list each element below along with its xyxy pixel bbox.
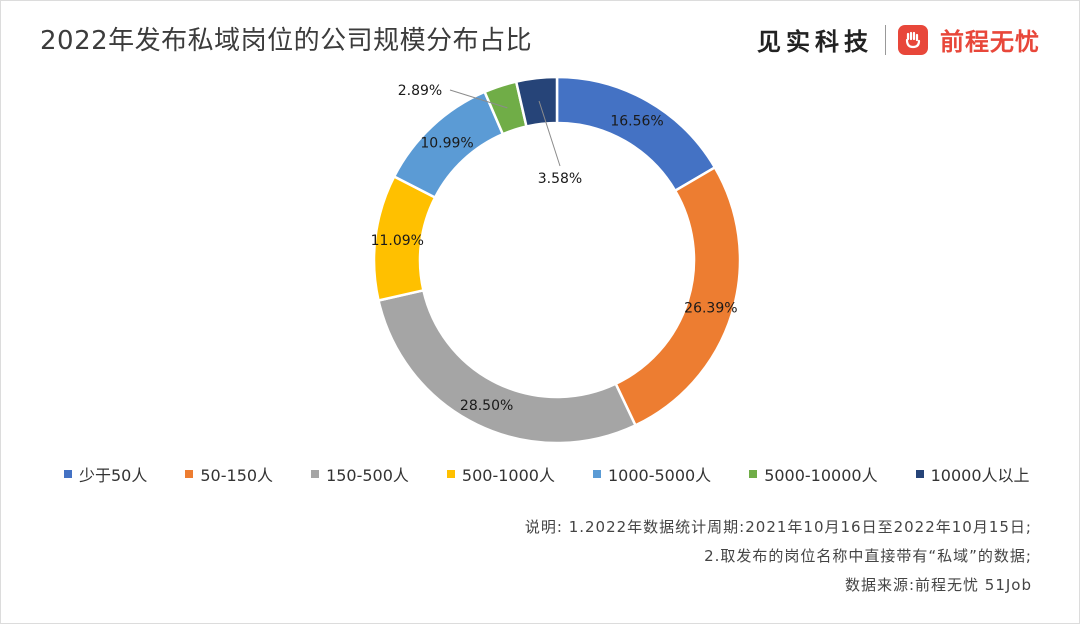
brand-51job: 前程无忧 [940,28,1040,56]
note-line-2: 2.取发布的岗位名称中直接带有“私域”的数据; [704,547,1032,565]
legend-swatch-1 [64,470,72,478]
legend-swatch-4 [446,470,455,478]
brand-divider [885,24,886,55]
legend-label-7: 10000人以上 [930,466,1030,485]
slice-label-4: 11.09% [371,233,424,249]
legend-label-3: 150-500人 [326,466,409,485]
slice-label-5: 10.99% [420,135,473,151]
legend-swatch-6 [749,470,758,478]
donut-slice-2 [614,165,742,428]
legend-swatch-3 [311,470,320,478]
legend-label-2: 50-150人 [200,466,274,485]
legend-item-7: 10000人以上 [915,462,1030,486]
brand-jianshi: 见实科技 [757,28,873,56]
slice-label-3: 28.50% [460,398,513,414]
legend-label-5: 1000-5000人 [607,466,712,485]
note-line-1: 说明: 1.2022年数据统计周期:2021年10月16日至2022年10月15… [524,518,1032,536]
donut-slice-3 [377,288,638,445]
leader-line-6 [449,89,508,109]
legend-item-2: 50-150人 [185,462,273,486]
legend-item-5: 1000-5000人 [592,462,712,486]
legend-swatch-2 [185,470,194,478]
legend-swatch-7 [915,470,924,478]
leader-line-7 [538,100,561,167]
donut-slice-7 [514,75,559,128]
legend-label-4: 500-1000人 [461,466,555,485]
legend-item-3: 150-500人 [311,462,409,486]
legend-label-1: 少于50人 [79,466,148,485]
legend-item-4: 500-1000人 [446,462,555,486]
slice-label-6: 2.89% [398,83,442,99]
data-source: 数据来源:前程无忧 51Job [844,576,1032,594]
brand-logos: 见实科技 前程无忧 [757,22,1040,57]
legend-swatch-5 [592,470,601,478]
chart-notes: 说明: 1.2022年数据统计周期:2021年10月16日至2022年10月15… [525,513,1032,600]
legend-item-6: 5000-10000人 [749,462,878,486]
slice-label-2: 26.39% [684,300,737,316]
legend-label-6: 5000-10000人 [764,466,878,485]
legend-item-1: 少于50人 [64,462,147,486]
slice-label-1: 16.56% [610,113,663,129]
slice-label-7: 3.58% [538,171,582,187]
chart-title: 2022年发布私域岗位的公司规模分布占比 [40,26,533,56]
hand-logo-icon [898,24,928,55]
chart-legend: 少于50人 50-150人 150-500人 500-1000人 1000-5000人 5… [64,462,1068,486]
